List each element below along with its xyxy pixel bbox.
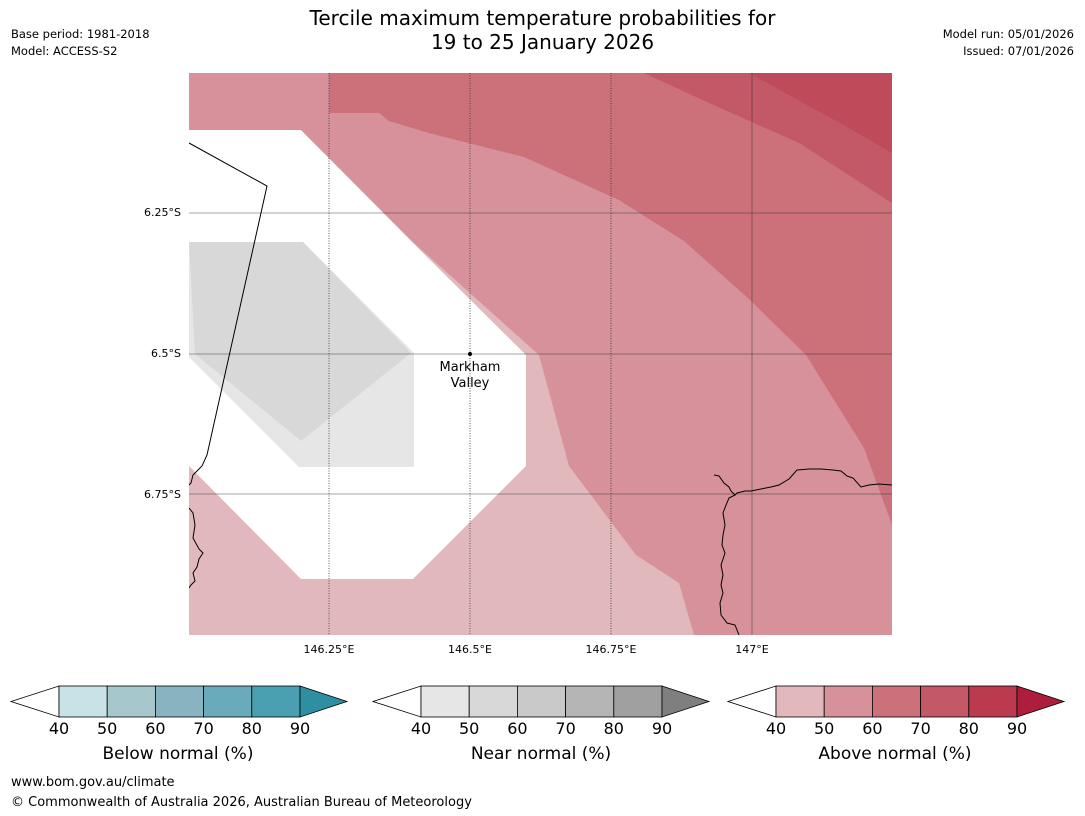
colorbar-below-tick: 50 xyxy=(97,719,118,738)
colorbar-near-tick: 80 xyxy=(603,719,624,738)
place-label: Markham Valley xyxy=(420,360,520,392)
colorbar-below-segment xyxy=(58,685,108,718)
colorbar-below-title: Below normal (%) xyxy=(102,744,254,764)
map-layer-svg xyxy=(188,73,893,636)
colorbar-below-tick: 80 xyxy=(241,719,262,738)
colorbar-above-low-arrow xyxy=(727,685,777,718)
title-line-2: 19 to 25 January 2026 xyxy=(430,30,655,54)
colorbar-above xyxy=(727,685,1066,718)
colorbar-below-tick: 70 xyxy=(193,719,214,738)
lat-label-6-75: 6.75°S xyxy=(144,488,181,501)
colorbar-near-tick: 70 xyxy=(555,719,576,738)
colorbar-below-segment xyxy=(251,685,301,718)
colorbar-below-tick: 40 xyxy=(48,719,70,738)
place-label-line-1: Markham xyxy=(439,360,501,375)
colorbar-above-segment xyxy=(823,685,873,718)
colorbar-near-segment xyxy=(516,685,566,718)
colorbar-above-tick: 70 xyxy=(910,719,931,738)
colorbar-above-title: Above normal (%) xyxy=(818,744,972,764)
colorbar-above-tick: 40 xyxy=(765,719,787,738)
colorbar-below-high-arrow xyxy=(299,685,349,718)
footer-copyright: © Commonwealth of Australia 2026, Austra… xyxy=(11,795,472,810)
colorbar-below-low-arrow xyxy=(10,685,60,718)
base-period: Base period: 1981-2018 xyxy=(11,27,150,41)
markham-valley-point[interactable] xyxy=(468,352,472,356)
issued-date: Issued: 07/01/2026 xyxy=(963,44,1074,58)
colorbar-near-tick: 50 xyxy=(459,719,480,738)
title-line-1: Tercile maximum temperature probabilitie… xyxy=(309,6,776,30)
lon-label-147: 147°E xyxy=(735,643,769,656)
lon-label-146-5: 146.5°E xyxy=(448,643,492,656)
west-coast xyxy=(188,507,204,589)
footer-url[interactable]: www.bom.gov.au/climate xyxy=(11,775,175,790)
colorbar-below-segment xyxy=(154,685,204,718)
colorbar-above-tick: 50 xyxy=(814,719,835,738)
colorbar-below-segment xyxy=(203,685,253,718)
colorbar-near-segment xyxy=(420,685,470,718)
map-layers: Markham Valley xyxy=(188,73,893,636)
lon-label-146-75: 146.75°E xyxy=(585,643,637,656)
colorbar-near-high-arrow xyxy=(661,685,711,718)
colorbar-near-title: Near normal (%) xyxy=(470,744,612,764)
east-coast xyxy=(713,468,893,496)
place-label-line-2: Valley xyxy=(450,376,490,391)
lat-label-6-25: 6.25°S xyxy=(144,206,181,219)
colorbar-near xyxy=(372,685,711,718)
colorbar-below-segment xyxy=(106,685,156,718)
near-50-region xyxy=(189,242,411,441)
colorbar-near-tick: 60 xyxy=(507,719,528,738)
colorbar-near-tick: 40 xyxy=(410,719,432,738)
meta-left: Base period: 1981-2018 Model: ACCESS-S2 xyxy=(11,26,150,60)
colorbar-above-high-arrow xyxy=(1016,685,1066,718)
colorbar-near-segment xyxy=(613,685,663,718)
colorbar-below xyxy=(10,685,349,718)
colorbar-near-segment xyxy=(565,685,615,718)
colorbar-near-segment xyxy=(468,685,518,718)
model-run: Model run: 05/01/2026 xyxy=(942,27,1074,41)
model-name: Model: ACCESS-S2 xyxy=(11,44,118,58)
colorbar-near-low-arrow xyxy=(372,685,422,718)
lon-label-146-25: 146.25°E xyxy=(303,643,355,656)
above-80-region xyxy=(749,73,892,153)
border-line xyxy=(188,142,268,486)
lat-label-6-5: 6.5°S xyxy=(151,347,181,360)
meta-right: Model run: 05/01/2026 Issued: 07/01/2026 xyxy=(943,26,1074,60)
colorbar-above-tick: 60 xyxy=(862,719,883,738)
colorbar-below-tick: 90 xyxy=(289,719,311,738)
colorbar-above-tick: 80 xyxy=(958,719,979,738)
coastlines xyxy=(188,142,893,636)
east-coast-south xyxy=(719,494,740,636)
colorbar-near-tick: 90 xyxy=(651,719,673,738)
colorbar-above-tick: 90 xyxy=(1006,719,1028,738)
colorbar-above-segment xyxy=(775,685,825,718)
colorbar-above-segment xyxy=(871,685,921,718)
colorbar-below-tick: 60 xyxy=(145,719,166,738)
chart-title: Tercile maximum temperature probabilitie… xyxy=(0,6,1085,54)
above-60-region xyxy=(329,73,892,525)
colorbar-above-segment xyxy=(920,685,970,718)
colorbar-above-segment xyxy=(968,685,1018,718)
